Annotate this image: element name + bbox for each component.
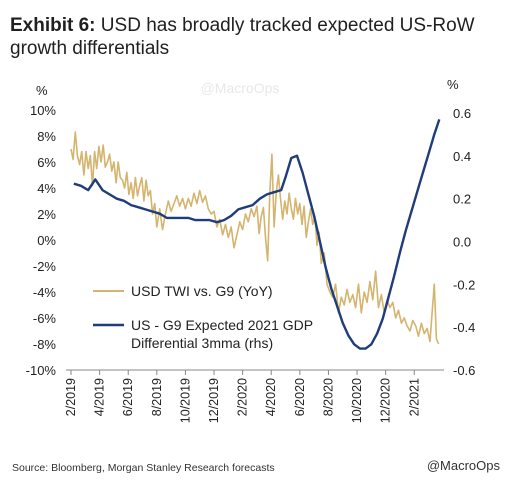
y-right-tick-label: -0.4 [453,320,475,335]
x-tick-label: 10/2020 [350,378,364,423]
y-left-tick-label: 6% [37,155,56,170]
y-left-tick-label: 8% [37,129,56,144]
y-left-tick-label: -4% [33,285,57,300]
x-tick-label: 2/2019 [64,378,78,416]
author-handle: @MacroOps [426,458,500,473]
y-right-tick-label: 0.4 [453,149,471,164]
legend: USD TWI vs. G9 (YoY) US - G9 Expected 20… [93,283,317,351]
x-tick-label: 8/2019 [150,378,164,416]
x-tick-label: 4/2020 [264,378,278,416]
y-right-tick-label: 0.0 [453,235,471,250]
right-axis-ticks: 0.6 0.4 0.2 0.0 -0.2 -0.4 -0.6 [453,106,475,378]
x-tick-label: 10/2019 [178,378,192,423]
y-left-tick-label: -2% [33,259,57,274]
y-left-tick-label: -10% [26,363,57,378]
y-left-tick-label: -6% [33,311,57,326]
left-axis-ticks: 10% 8% 6% 4% 2% 0% -2% -4% -6% -8% -10% [26,103,57,378]
y-right-tick-label: -0.2 [453,277,475,292]
series-usd-twi-line [70,131,440,345]
x-tick-label: 8/2020 [321,378,335,416]
y-left-tick-label: 10% [30,103,56,118]
x-tick-label: 4/2019 [93,378,107,416]
series-gdp-differential-line [73,119,441,350]
title-prefix: Exhibit 6: [10,15,96,36]
x-tick-label: 6/2019 [121,378,135,416]
x-tick-label: 6/2020 [293,378,307,416]
right-axis-unit: % [447,77,459,92]
x-tick-label: 2/2020 [236,378,250,416]
x-tick-label: 12/2019 [207,378,221,423]
chart-title: Exhibit 6: USD has broadly tracked expec… [10,14,500,60]
y-right-tick-label: -0.6 [453,363,475,378]
left-axis-unit: % [36,83,48,98]
title-text: USD has broadly tracked expected US-RoW … [10,15,475,59]
legend-label-usd-twi: USD TWI vs. G9 (YoY) [131,283,273,299]
y-left-tick-label: 4% [37,181,56,196]
watermark: @MacroOps [201,80,280,96]
x-axis-ticks: 2/2019 4/2019 6/2019 8/2019 10/2019 12/2019 2/… [64,370,421,423]
y-left-tick-label: -8% [33,337,57,352]
x-tick-label: 2/2021 [407,378,421,416]
y-right-tick-label: 0.2 [453,192,471,207]
y-left-tick-label: 2% [37,207,56,222]
x-tick-label: 12/2020 [379,378,393,423]
source-note: Source: Bloomberg, Morgan Stanley Resear… [12,462,275,474]
y-right-tick-label: 0.6 [453,106,471,121]
y-left-tick-label: 0% [37,233,56,248]
legend-label-gdp-differential: US - G9 Expected 2021 GDP Differential 3… [131,317,317,351]
